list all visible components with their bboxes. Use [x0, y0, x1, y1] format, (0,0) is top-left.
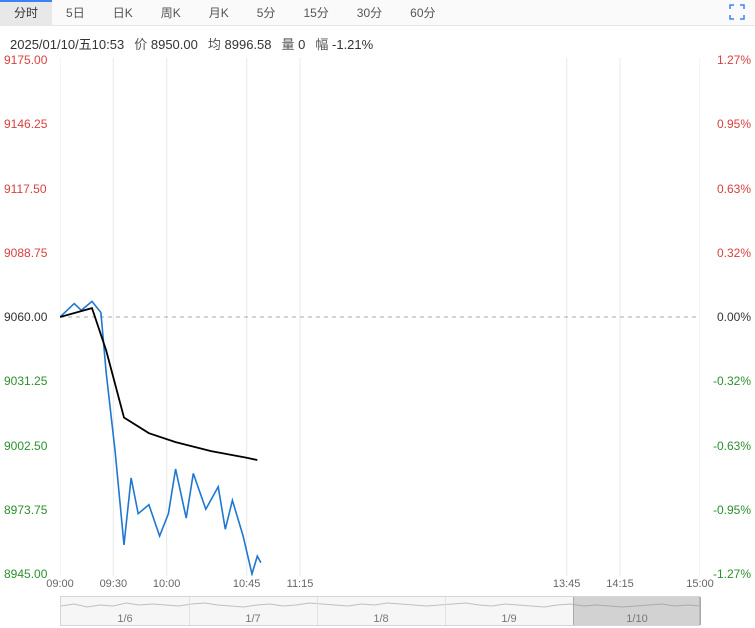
- y-left-tick: 9031.25: [4, 375, 47, 387]
- overview-day-label: 1/7: [245, 613, 260, 625]
- tab-2[interactable]: 日K: [99, 0, 147, 26]
- overview-navigator[interactable]: 1/61/71/81/91/10: [60, 596, 700, 626]
- overview-day-label: 1/6: [117, 613, 132, 625]
- y-right-tick: 0.95%: [717, 118, 751, 130]
- x-tick: 11:15: [287, 578, 314, 590]
- tab-bar: 分时5日日K周K月K5分15分30分60分: [0, 0, 755, 26]
- x-tick: 09:30: [100, 578, 128, 590]
- datetime-value: 2025/01/10/五10:53: [10, 34, 124, 53]
- y-right-tick: -0.63%: [713, 440, 751, 452]
- tab-4[interactable]: 月K: [195, 0, 243, 26]
- y-right-tick: 0.00%: [717, 311, 751, 323]
- tab-7[interactable]: 30分: [343, 0, 396, 26]
- y-left-tick: 9060.00: [4, 311, 47, 323]
- tab-6[interactable]: 15分: [289, 0, 342, 26]
- x-axis: 09:0009:3010:0010:4511:1513:4514:1515:00: [60, 578, 700, 596]
- y-left-tick: 9002.50: [4, 440, 47, 452]
- chart-plot[interactable]: [60, 58, 700, 576]
- x-tick: 15:00: [686, 578, 714, 590]
- chart-area: 9175.009146.259117.509088.759060.009031.…: [0, 58, 755, 628]
- fullscreen-icon[interactable]: [729, 4, 745, 20]
- y-left-tick: 9117.50: [4, 183, 47, 195]
- y-axis-left: 9175.009146.259117.509088.759060.009031.…: [4, 58, 60, 576]
- tab-1[interactable]: 5日: [52, 0, 99, 26]
- y-left-tick: 8973.75: [4, 504, 47, 516]
- x-tick: 09:00: [46, 578, 74, 590]
- y-left-tick: 8945.00: [4, 568, 47, 580]
- x-tick: 10:00: [153, 578, 181, 590]
- tab-8[interactable]: 60分: [396, 0, 449, 26]
- change-metric: 幅 -1.21%: [315, 34, 373, 53]
- overview-day-label: 1/9: [501, 613, 516, 625]
- y-right-tick: 0.63%: [717, 183, 751, 195]
- x-tick: 10:45: [233, 578, 261, 590]
- y-left-tick: 9088.75: [4, 247, 47, 259]
- quote-info-row: 2025/01/10/五10:53 价 8950.00 均 8996.58 量 …: [0, 26, 755, 61]
- x-tick: 13:45: [553, 578, 581, 590]
- tab-0[interactable]: 分时: [0, 0, 52, 26]
- avg-metric: 均 8996.58: [208, 34, 272, 53]
- y-right-tick: -0.32%: [713, 375, 751, 387]
- tab-3[interactable]: 周K: [147, 0, 195, 26]
- overview-brush[interactable]: [573, 597, 701, 625]
- y-right-tick: -0.95%: [713, 504, 751, 516]
- tab-5[interactable]: 5分: [243, 0, 290, 26]
- y-axis-right: 1.27%0.95%0.63%0.32%0.00%-0.32%-0.63%-0.…: [695, 58, 751, 576]
- volume-metric: 量 0: [282, 34, 306, 53]
- price-metric: 价 8950.00: [134, 34, 198, 53]
- y-left-tick: 9146.25: [4, 118, 47, 130]
- overview-day-label: 1/8: [373, 613, 388, 625]
- x-tick: 14:15: [606, 578, 634, 590]
- y-right-tick: 0.32%: [717, 247, 751, 259]
- y-right-tick: -1.27%: [713, 568, 751, 580]
